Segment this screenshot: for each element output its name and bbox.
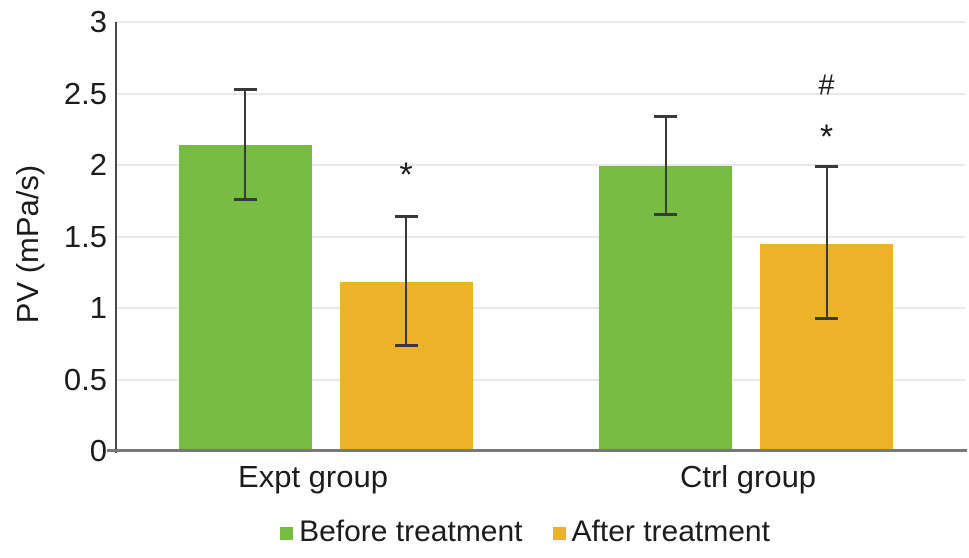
error-bar xyxy=(825,166,828,318)
legend-item-before-treatment: Before treatment xyxy=(280,515,523,549)
gridline-1.5 xyxy=(115,235,965,238)
y-tick-label-3: 3 xyxy=(89,4,107,39)
hash-annotation: # xyxy=(818,69,835,102)
error-bar-cap-top xyxy=(233,88,257,92)
asterisk-annotation: * xyxy=(819,117,834,156)
legend: Before treatment After treatment xyxy=(75,511,969,553)
error-bar-cap-bottom xyxy=(815,317,838,320)
asterisk-annotation: * xyxy=(399,156,413,195)
gridline-0.5 xyxy=(115,378,965,381)
error-bar xyxy=(405,216,407,346)
gridline-2.5 xyxy=(115,92,965,95)
y-axis-line xyxy=(115,22,117,453)
legend-label: After treatment xyxy=(571,515,770,548)
y-tick-label-2.5: 2.5 xyxy=(63,75,107,111)
gridline-2 xyxy=(115,164,965,166)
error-bar xyxy=(244,89,246,200)
gridline-1 xyxy=(115,307,965,309)
legend-swatch-icon xyxy=(280,527,294,540)
y-tick-label-1.5: 1.5 xyxy=(63,218,107,254)
x-axis-line xyxy=(107,449,967,452)
x-category-label-expt-group: Expt group xyxy=(238,459,388,494)
error-bar-cap-top xyxy=(394,215,418,219)
error-bar-cap-bottom xyxy=(233,198,257,202)
plot-area: * # * xyxy=(115,21,965,453)
legend-item-after-treatment: After treatment xyxy=(552,515,770,549)
y-tick-label-0: 0 xyxy=(89,433,107,468)
gridline-3 xyxy=(115,21,965,23)
x-category-label-ctrl-group: Ctrl group xyxy=(679,459,817,494)
y-tick-label-0.5: 0.5 xyxy=(63,361,107,397)
error-bar-cap-bottom xyxy=(394,344,418,348)
y-tick-label-1: 1 xyxy=(89,290,107,325)
error-bar-cap-top xyxy=(815,165,838,169)
error-bar xyxy=(664,116,667,214)
legend-label: Before treatment xyxy=(299,515,523,548)
error-bar-cap-bottom xyxy=(654,212,677,216)
legend-swatch-icon xyxy=(552,527,566,540)
y-tick-label-2: 2 xyxy=(89,147,107,182)
error-bar-cap-top xyxy=(654,115,677,119)
